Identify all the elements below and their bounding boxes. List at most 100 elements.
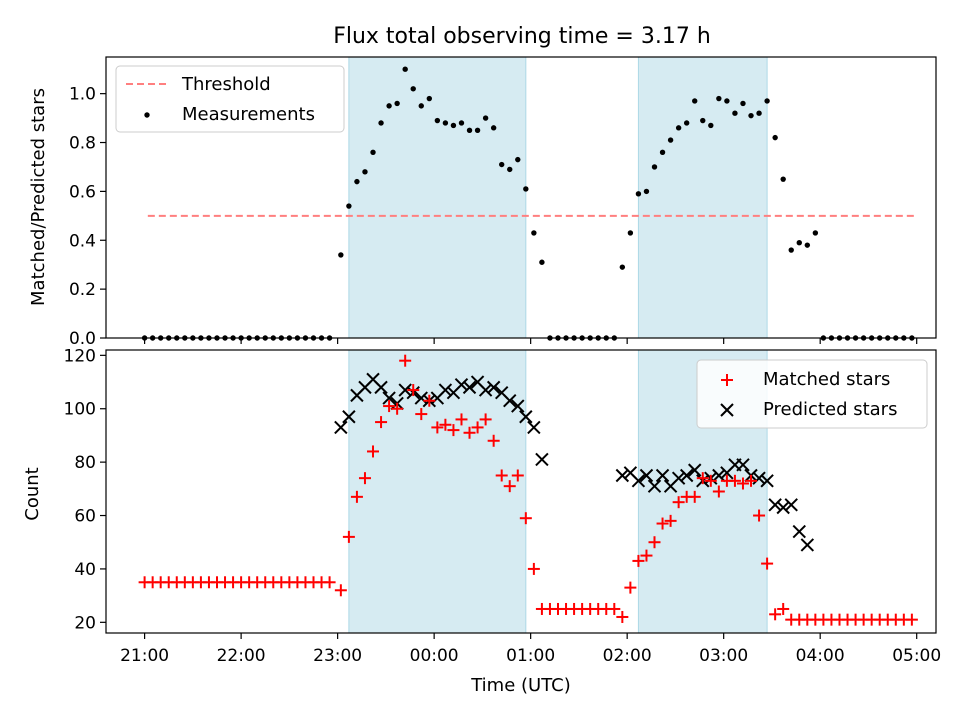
matched-star-point [334,584,347,597]
measurement-point [523,186,529,192]
predicted-star-point [800,538,815,552]
top-shaded-intervals [348,57,768,338]
bottom-y-ticks: 20 40 60 80 100 120 [64,346,106,633]
predicted-star-point [438,383,453,397]
matched-star-point [616,610,629,623]
predicted-star-stroke [438,383,453,397]
predicted-star-point [414,391,428,405]
matched-star-point [769,608,782,621]
matched-star-point [640,549,653,562]
measurement-point [354,178,360,185]
x-axis-label: Time (UTC) [470,675,571,696]
matched-star-point [399,354,412,367]
bottom-y-axis-label: Count [22,467,43,520]
predicted-star-point [615,468,630,483]
predicted-star-stroke [776,500,790,515]
predicted-star-point [655,468,670,483]
measurement-point [716,95,722,102]
predicted-star-point [478,383,493,397]
predicted-star-stroke [623,466,638,480]
predicted-star-point [334,420,348,435]
measurement-point [482,115,489,121]
predicted-star-stroke [688,463,702,477]
matched-star-point [608,602,621,615]
matched-star-point [375,416,388,429]
matched-star-point [712,485,725,498]
predicted-star-point [527,420,541,435]
predicted-star-point [712,468,726,483]
predicted-star-stroke [454,378,469,392]
matched-star-point [696,472,709,485]
top-axes-frame [105,56,937,339]
measurement-point [748,112,754,119]
predicted-star-stroke [671,471,686,485]
predicted-star-stroke [503,394,517,408]
predicted-star-stroke [470,375,485,389]
predicted-star-stroke [334,420,348,435]
bottom-legend-box [696,359,928,429]
matched-star-point [704,474,717,487]
matched-star-point [664,514,677,527]
y-tick-label: 80 [74,453,96,473]
predicted-star-stroke [768,498,782,512]
predicted-star-stroke [462,380,477,395]
predicted-star-stroke [615,468,630,483]
matched-star-point [431,421,444,434]
predicted-star-stroke [398,383,412,397]
top-y-axis-label: Matched/Predicted stars [28,88,49,306]
bottom-axes-frame [105,349,937,634]
matched-star-point [519,512,532,525]
legend-measurements-swatch [144,112,150,118]
measurement-point [346,203,352,209]
legend-predicted-swatch [720,403,734,417]
predicted-star-stroke [639,468,654,483]
predicted-star-point [462,380,477,395]
predicted-star-stroke [382,391,396,405]
matched-star-point [511,469,524,482]
ratio-panel: 0.0 0.2 0.4 0.6 0.8 1.0 Matched/Predicted sta… [28,56,937,349]
predicted-star-stroke [784,498,798,512]
predicted-star-stroke [519,410,533,424]
legend-threshold-label: Threshold [181,74,271,95]
x-tick-label: 22:00 [217,646,266,666]
measurement-point [434,117,441,124]
predicted-star-stroke [366,372,380,387]
matched-star-point [439,418,452,431]
y-tick-label: 40 [74,560,96,580]
measurement-point [635,191,642,197]
measurement-point [442,120,449,126]
predicted-star-point [535,452,549,467]
measurement-point [659,149,666,155]
top-y-ticks: 0.0 0.2 0.4 0.6 0.8 1.0 [69,85,106,349]
measurement-point [692,98,698,104]
predicted-star-point [784,498,798,512]
matched-star-point [777,602,790,615]
predicted-star-point [382,391,396,405]
predicted-star-point [647,479,662,493]
predicted-star-stroke [631,474,646,488]
predicted-star-point [639,468,654,483]
measurement-point [724,98,730,104]
predicted-star-stroke [655,468,670,483]
x-tick-label: 03:00 [699,646,748,666]
measurement-point [498,161,505,168]
measurement-point [756,110,762,116]
top-x-ticks [144,338,918,344]
matched-star-point [479,413,492,426]
measurement-point [338,252,344,258]
predicted-star-point [519,410,533,424]
predicted-star-stroke [511,399,525,413]
predicted-star-stroke [527,420,541,435]
predicted-star-stroke [760,474,774,488]
bottom-x-ticks: 21:00 22:00 23:00 00:00 01:00 02:00 03:00 04:00… [120,633,941,666]
measurement-point [450,122,457,129]
measurement-point [675,125,682,131]
matched-star-point [423,394,436,407]
matched-star-point [905,613,918,626]
measurement-point [708,122,714,129]
matched-star-point [495,469,508,482]
predicted-star-stroke [792,524,806,539]
chart-title: Flux total observing time = 3.17 h [333,24,711,49]
measurement-point [426,95,433,102]
